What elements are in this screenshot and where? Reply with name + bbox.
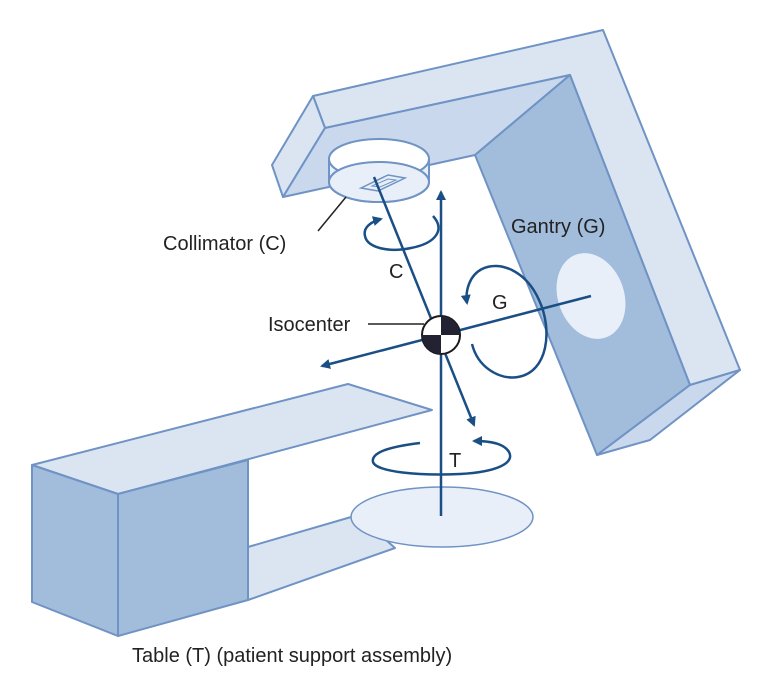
- beam-axis: [372, 176, 476, 427]
- collimator-rotation-arrow: [363, 215, 440, 252]
- collimator-leader: [317, 196, 347, 232]
- collimator: [328, 138, 430, 203]
- isocenter-label: Isocenter: [268, 314, 351, 336]
- collimator-face: [328, 161, 430, 203]
- table-side-face: [117, 459, 249, 637]
- table-label: Table (T) (patient support assembly): [132, 645, 452, 667]
- gantry-end-face: [596, 369, 741, 456]
- table-rotation-arrow: [371, 436, 512, 476]
- collimator-label: Collimator (C): [163, 233, 286, 255]
- collimator-axis-label: C: [389, 261, 403, 283]
- table: [31, 383, 534, 637]
- table-front-face: [31, 464, 119, 637]
- gantry-axis-label: G: [492, 292, 508, 314]
- table-axis-label: T: [449, 450, 461, 472]
- collimator-jaws-icon: [358, 174, 408, 192]
- gantry-label: Gantry (G): [511, 216, 605, 238]
- gantry-rotation-arrow: [460, 264, 548, 379]
- isocenter-marker: [421, 315, 461, 355]
